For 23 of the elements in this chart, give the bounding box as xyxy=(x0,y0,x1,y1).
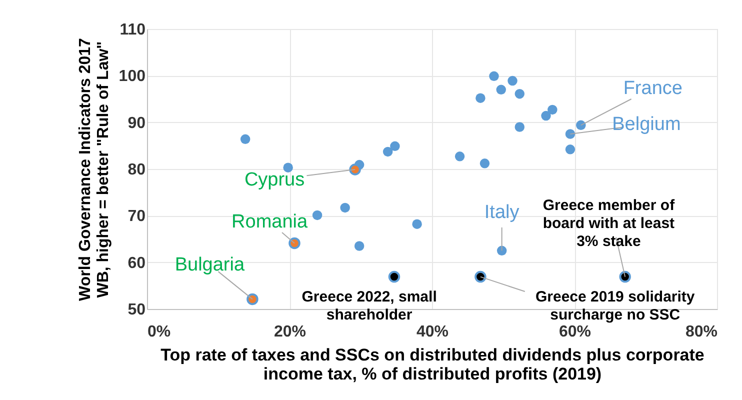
x-axis-title: Top rate of taxes and SSCs on distributed dividends plus corporate income tax, % of distributed profits (2019) xyxy=(160,346,704,384)
y-axis-title: World Governance Indicators 2017 WB, higher = better "Rule of Law" xyxy=(76,38,112,301)
annotation: Greece 2019 solidarity surcharge no SSC xyxy=(535,288,696,324)
y-tick-label: 70 xyxy=(128,208,146,226)
x-tick-label: 20% xyxy=(274,324,306,340)
annotation: Bulgaria xyxy=(174,254,245,276)
annotation: Romania xyxy=(232,212,308,233)
x-tick-label: 0% xyxy=(148,324,171,340)
y-tick-label: 90 xyxy=(128,114,146,132)
x-tick-label: 40% xyxy=(416,324,449,340)
y-tick-label: 50 xyxy=(128,302,146,318)
annotation: Greece member of board with at least 3% stake xyxy=(542,196,676,250)
annotation: Cyprus xyxy=(244,170,305,191)
y-tick-label: 60 xyxy=(128,254,146,272)
x-tick-label: 80% xyxy=(685,324,718,340)
annotation: Belgium xyxy=(612,114,681,136)
y-tick-label: 100 xyxy=(118,68,146,86)
annotation: France xyxy=(623,78,682,99)
y-tick-label: 80 xyxy=(128,162,146,178)
annotation: Italy xyxy=(484,202,520,223)
y-tick-label: 110 xyxy=(120,22,146,38)
x-tick-label: 60% xyxy=(558,324,592,340)
annotation: Greece 2022, small shareholder xyxy=(302,288,437,324)
